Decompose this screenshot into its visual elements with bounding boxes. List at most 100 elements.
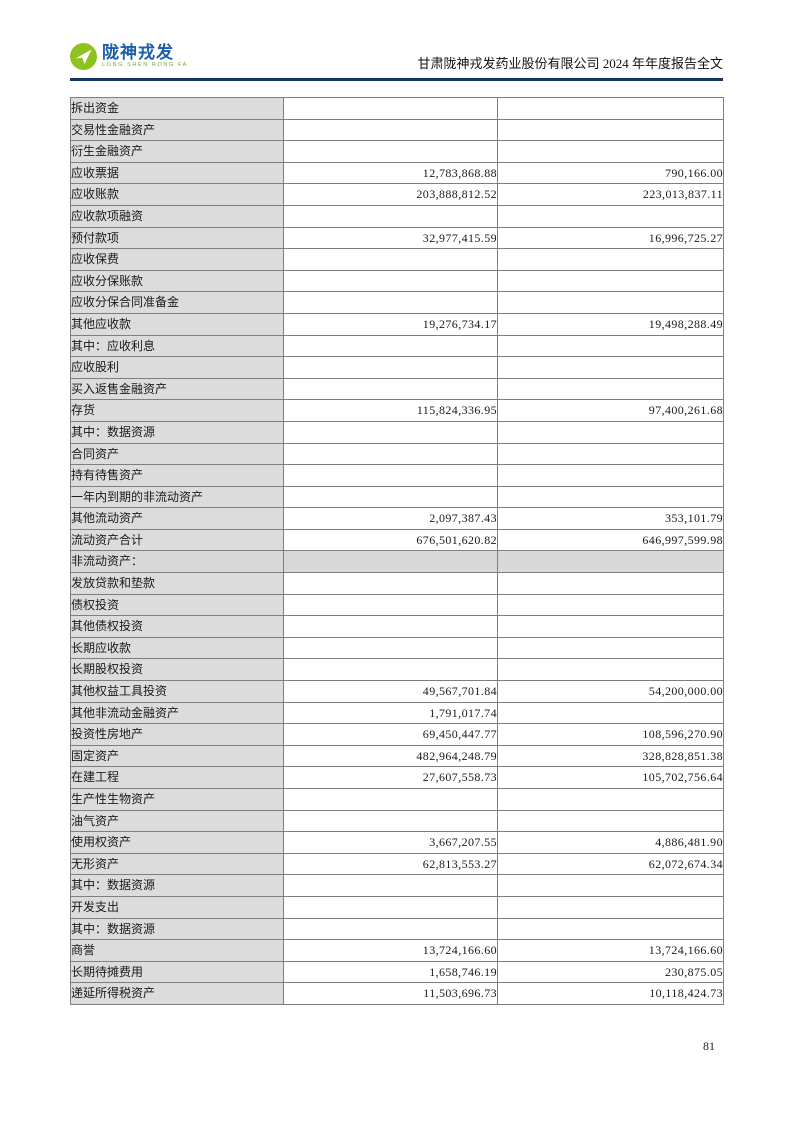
row-value-prior-period: 646,997,599.98 bbox=[497, 528, 724, 552]
row-value-current-period: 676,501,620.82 bbox=[283, 528, 498, 552]
row-value-prior-period: 13,724,166.60 bbox=[497, 939, 724, 962]
row-value-prior-period bbox=[497, 485, 724, 509]
row-value-current-period bbox=[283, 140, 498, 163]
row-label: 油气资产 bbox=[70, 809, 284, 833]
table-row: 长期股权投资 bbox=[70, 658, 724, 682]
row-value-prior-period bbox=[497, 615, 724, 638]
row-value-current-period: 19,276,734.17 bbox=[283, 312, 498, 336]
row-label: 投资性房地产 bbox=[70, 723, 284, 746]
row-value-current-period: 11,503,696.73 bbox=[283, 982, 498, 1005]
row-label: 合同资产 bbox=[70, 442, 284, 466]
row-label: 其他流动资产 bbox=[70, 507, 284, 530]
table-row: 合同资产 bbox=[70, 442, 724, 466]
row-label: 其中：数据资源 bbox=[70, 917, 284, 941]
table-row: 在建工程 27,607,558.73 105,702,756.64 bbox=[70, 766, 724, 789]
table-row: 拆出资金 bbox=[70, 97, 724, 120]
row-label: 其他非流动金融资产 bbox=[70, 701, 284, 725]
table-row: 持有待售资产 bbox=[70, 464, 724, 487]
table-row: 无形资产 62,813,553.27 62,072,674.34 bbox=[70, 852, 724, 876]
row-value-current-period bbox=[283, 636, 498, 660]
row-value-current-period: 32,977,415.59 bbox=[283, 226, 498, 250]
row-value-prior-period bbox=[497, 204, 724, 228]
row-label: 固定资产 bbox=[70, 744, 284, 768]
row-label: 非流动资产： bbox=[70, 550, 284, 574]
row-value-prior-period bbox=[497, 269, 724, 293]
table-row: 应收分保合同准备金 bbox=[70, 291, 724, 314]
row-value-current-period bbox=[283, 874, 498, 897]
row-label: 应收保费 bbox=[70, 248, 284, 271]
table-row: 长期待摊费用 1,658,746.19 230,875.05 bbox=[70, 960, 724, 984]
row-label: 持有待售资产 bbox=[70, 464, 284, 487]
row-value-current-period bbox=[283, 658, 498, 682]
row-value-prior-period: 19,498,288.49 bbox=[497, 312, 724, 336]
row-value-prior-period: 10,118,424.73 bbox=[497, 982, 724, 1005]
row-value-prior-period: 230,875.05 bbox=[497, 960, 724, 984]
row-label: 在建工程 bbox=[70, 766, 284, 789]
row-value-current-period bbox=[283, 809, 498, 833]
table-row: 应收股利 bbox=[70, 356, 724, 379]
row-label: 买入返售金融资产 bbox=[70, 377, 284, 401]
row-label: 应收分保账款 bbox=[70, 269, 284, 293]
logo-text-block: 陇神戎发 LONG SHEN RONG FA bbox=[102, 44, 188, 69]
row-value-current-period: 115,824,336.95 bbox=[283, 399, 498, 422]
row-value-current-period bbox=[283, 464, 498, 487]
row-value-current-period bbox=[283, 420, 498, 444]
row-value-current-period: 2,097,387.43 bbox=[283, 507, 498, 530]
row-value-prior-period: 353,101.79 bbox=[497, 507, 724, 530]
row-label: 其他权益工具投资 bbox=[70, 680, 284, 703]
row-value-prior-period bbox=[497, 701, 724, 725]
table-row: 非流动资产： bbox=[70, 550, 724, 574]
row-value-prior-period: 790,166.00 bbox=[497, 161, 724, 185]
row-value-current-period bbox=[283, 118, 498, 142]
row-value-prior-period: 97,400,261.68 bbox=[497, 399, 724, 422]
row-value-prior-period bbox=[497, 895, 724, 919]
row-label: 预付款项 bbox=[70, 226, 284, 250]
table-row: 其他债权投资 bbox=[70, 615, 724, 638]
row-value-prior-period bbox=[497, 97, 724, 120]
row-value-current-period bbox=[283, 485, 498, 509]
table-row: 使用权资产 3,667,207.55 4,886,481.90 bbox=[70, 831, 724, 854]
row-label: 递延所得税资产 bbox=[70, 982, 284, 1005]
table-row: 开发支出 bbox=[70, 895, 724, 919]
logo-brand-text: 陇神戎发 bbox=[102, 43, 174, 63]
row-label: 应收票据 bbox=[70, 161, 284, 185]
row-value-prior-period bbox=[497, 420, 724, 444]
row-label: 应收分保合同准备金 bbox=[70, 291, 284, 314]
row-label: 无形资产 bbox=[70, 852, 284, 876]
row-label: 其中：应收利息 bbox=[70, 334, 284, 358]
table-row: 应收账款 203,888,812.52 223,013,837.11 bbox=[70, 183, 724, 206]
table-row: 其他权益工具投资 49,567,701.84 54,200,000.00 bbox=[70, 680, 724, 703]
row-value-current-period bbox=[283, 377, 498, 401]
table-row: 固定资产 482,964,248.79 328,828,851.38 bbox=[70, 744, 724, 768]
row-value-prior-period bbox=[497, 917, 724, 941]
row-value-current-period: 482,964,248.79 bbox=[283, 744, 498, 768]
table-row: 应收分保账款 bbox=[70, 269, 724, 293]
row-value-current-period bbox=[283, 550, 498, 574]
row-label: 长期待摊费用 bbox=[70, 960, 284, 984]
row-value-current-period bbox=[283, 615, 498, 638]
row-value-current-period bbox=[283, 204, 498, 228]
row-value-current-period bbox=[283, 291, 498, 314]
row-value-prior-period bbox=[497, 788, 724, 811]
logo-brand-subtext: LONG SHEN RONG FA bbox=[102, 62, 188, 69]
row-value-prior-period bbox=[497, 572, 724, 595]
row-label: 交易性金融资产 bbox=[70, 118, 284, 142]
row-value-current-period: 3,667,207.55 bbox=[283, 831, 498, 854]
table-row: 其中：数据资源 bbox=[70, 420, 724, 444]
row-value-current-period bbox=[283, 917, 498, 941]
table-row: 应收保费 bbox=[70, 248, 724, 271]
row-label: 流动资产合计 bbox=[70, 528, 284, 552]
table-row: 应收款项融资 bbox=[70, 204, 724, 228]
row-value-prior-period: 54,200,000.00 bbox=[497, 680, 724, 703]
table-row: 发放贷款和垫款 bbox=[70, 572, 724, 595]
row-value-prior-period bbox=[497, 248, 724, 271]
table-row: 油气资产 bbox=[70, 809, 724, 833]
row-value-current-period bbox=[283, 895, 498, 919]
row-value-current-period: 1,658,746.19 bbox=[283, 960, 498, 984]
row-value-current-period bbox=[283, 97, 498, 120]
row-value-current-period: 1,791,017.74 bbox=[283, 701, 498, 725]
row-value-prior-period: 108,596,270.90 bbox=[497, 723, 724, 746]
table-row: 应收票据 12,783,868.88 790,166.00 bbox=[70, 161, 724, 185]
row-value-current-period bbox=[283, 593, 498, 617]
row-label: 债权投资 bbox=[70, 593, 284, 617]
